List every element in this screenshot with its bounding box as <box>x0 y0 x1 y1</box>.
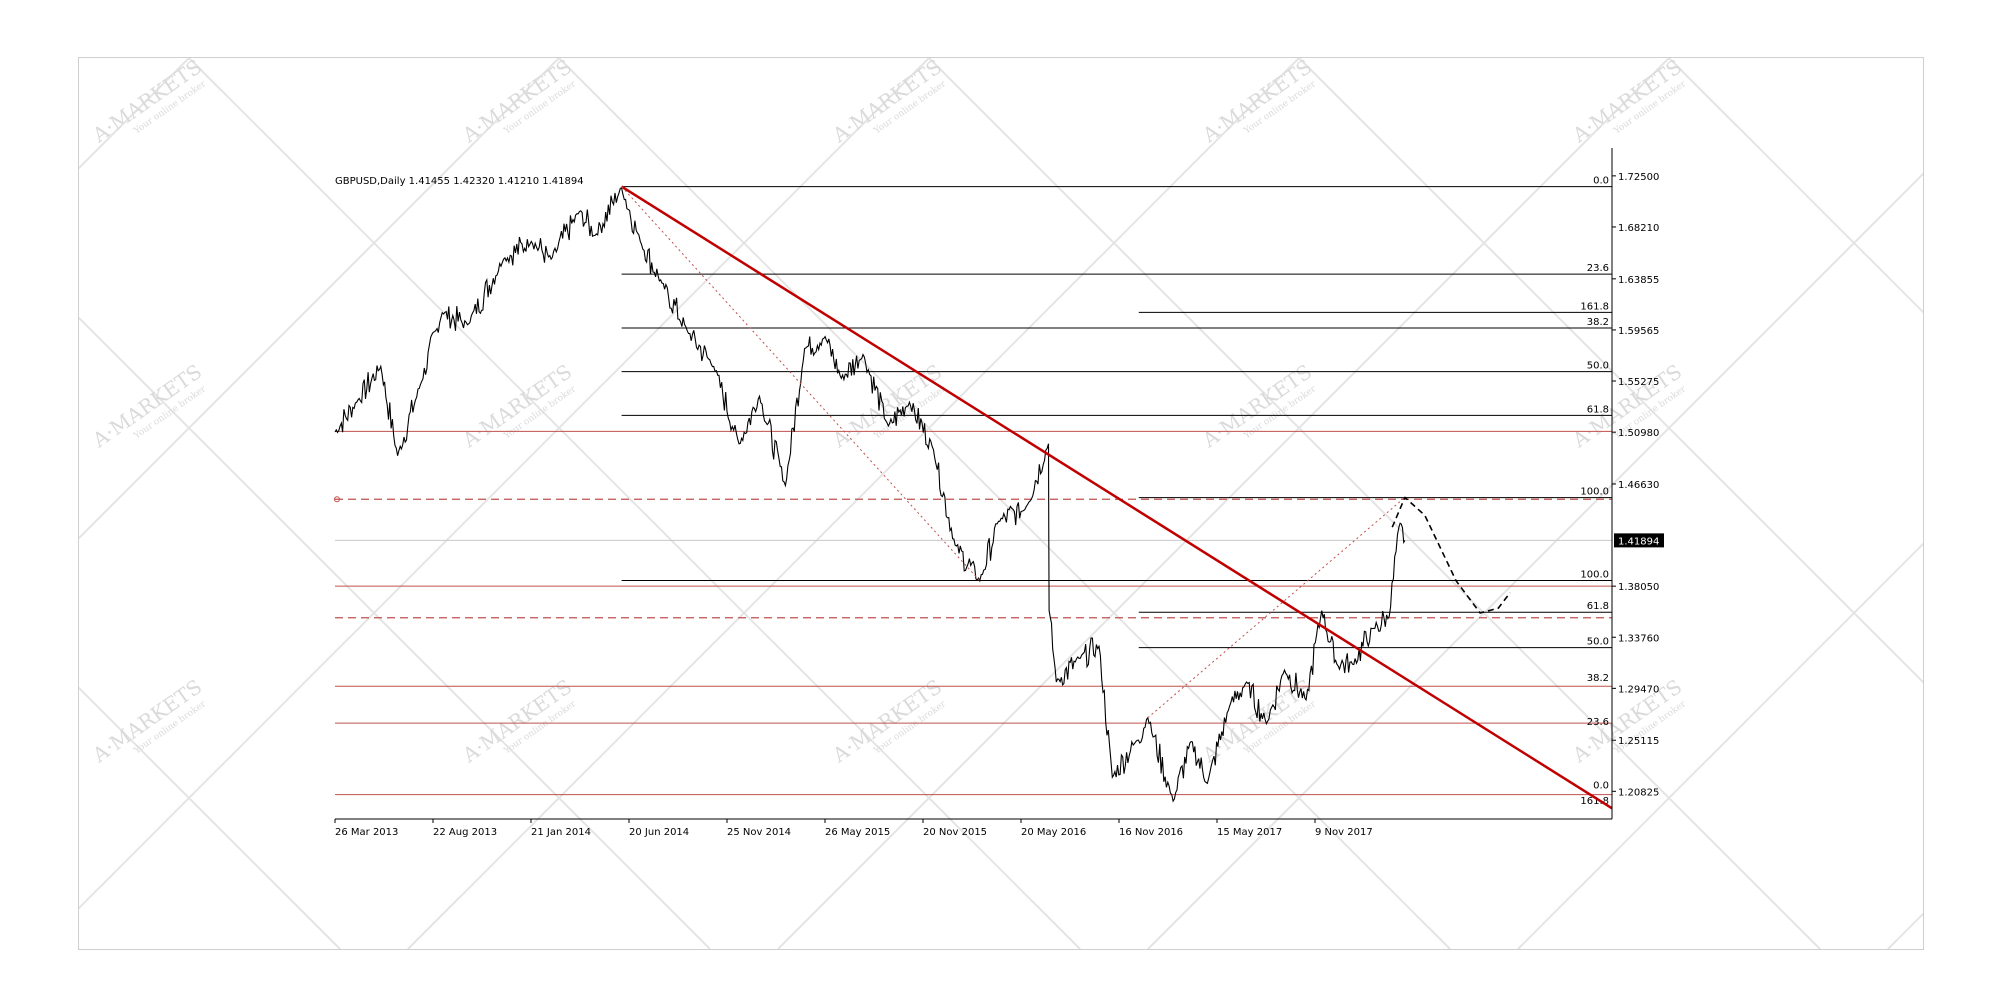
x-tick-label: 26 May 2015 <box>825 827 890 838</box>
price-series <box>334 187 1406 803</box>
y-tick-label: 1.59565 <box>1618 326 1659 337</box>
x-tick-label: 20 Nov 2015 <box>923 827 987 838</box>
level-lines: 0.0 23.6 38.2 50.0 61.8 100.0 161.8 100.0 61.8 50… <box>335 176 1612 807</box>
dotted-trendline <box>621 186 981 582</box>
watermark-text: A·MARKETS <box>1197 58 1316 148</box>
price-line <box>334 187 1406 803</box>
watermark-diagonal <box>79 316 711 949</box>
current-price-label: 1.41894 <box>1618 536 1659 547</box>
watermark-text: A·MARKETS <box>457 58 576 148</box>
fibo-level-label: 38.2 <box>1587 673 1609 684</box>
watermark-text: A·MARKETS <box>1567 58 1686 148</box>
x-tick-label: 16 Nov 2016 <box>1119 827 1183 838</box>
fibo-level-label: 23.6 <box>1587 263 1609 274</box>
y-tick-label: 1.63855 <box>1618 275 1659 286</box>
fibo-level-label: 0.0 <box>1593 176 1609 187</box>
watermark-diagonal <box>79 686 341 949</box>
watermark-text: A·MARKETS <box>87 58 206 148</box>
fibo-extension-label: 50.0 <box>1587 637 1609 648</box>
x-tick-label: 20 Jun 2014 <box>629 827 689 838</box>
fibo-level-label: 0.0 <box>1593 780 1609 791</box>
fibo-extension-label: 161.8 <box>1580 301 1609 312</box>
x-tick-label: 25 Nov 2014 <box>727 827 791 838</box>
y-tick-label: 1.29470 <box>1618 684 1659 695</box>
fibo-level-label: 61.8 <box>1587 404 1609 415</box>
fibo-level-label: 38.2 <box>1587 317 1609 328</box>
y-tick-label: 1.33760 <box>1618 633 1659 644</box>
x-tick-label: 22 Aug 2013 <box>433 827 497 838</box>
y-tick-label: 1.20825 <box>1618 787 1659 798</box>
watermark-diagonal <box>1517 542 1923 949</box>
axes: 1.72500 1.68210 1.63855 1.59565 1.55275 1.509… <box>334 148 1664 838</box>
watermark-diagonal <box>558 58 1451 949</box>
watermark-diagonal <box>928 58 1821 949</box>
y-tick-label: 1.68210 <box>1618 223 1659 234</box>
dotted-trendline <box>1147 497 1406 719</box>
watermark-diagonal <box>1668 58 1923 314</box>
watermark-diagonal <box>407 58 1300 949</box>
x-tick-label: 9 Nov 2017 <box>1315 827 1373 838</box>
x-tick-label: 21 Jan 2014 <box>531 827 591 838</box>
watermark-diagonal <box>79 58 930 910</box>
y-tick-label: 1.72500 <box>1618 172 1659 183</box>
x-tick-label: 15 May 2017 <box>1217 827 1282 838</box>
x-tick-label: 26 Mar 2013 <box>335 827 398 838</box>
annotations <box>334 185 1613 810</box>
watermark-diagonal <box>1147 172 1923 949</box>
fibo-level-label: 23.6 <box>1587 717 1609 728</box>
y-tick-label: 1.55275 <box>1618 377 1659 388</box>
current-price-box <box>1614 533 1664 548</box>
fibo-level-label: 50.0 <box>1587 361 1609 372</box>
x-tick-label: 20 May 2016 <box>1021 827 1086 838</box>
watermark-text: A·MARKETS <box>827 58 946 148</box>
y-tick-label: 1.46630 <box>1618 480 1659 491</box>
y-tick-label: 1.50980 <box>1618 428 1659 439</box>
y-tick-label: 1.25115 <box>1618 736 1659 747</box>
y-tick-label: 1.38050 <box>1618 582 1659 593</box>
watermark-diagonal <box>79 58 560 540</box>
watermark-diagonal <box>1298 58 1923 684</box>
watermark-lattice <box>79 58 1923 949</box>
fibo-level-label: 100.0 <box>1580 569 1609 580</box>
projected-path <box>1391 496 1511 614</box>
fibo-extension-label: 61.8 <box>1587 601 1609 612</box>
fibo-extension-label: 100.0 <box>1580 487 1609 498</box>
main-trendline <box>620 185 1613 810</box>
fibo-level-label: 161.8 <box>1580 796 1609 807</box>
watermark-diagonal <box>188 58 1081 949</box>
chart-frame: A·MARKETS Your online broker A·MARKETS Your… <box>78 57 1924 950</box>
level-anchor-point <box>334 496 340 503</box>
symbol-header: GBPUSD,Daily 1.41455 1.42320 1.41210 1.4… <box>335 176 584 187</box>
watermark-diagonal <box>777 58 1670 949</box>
